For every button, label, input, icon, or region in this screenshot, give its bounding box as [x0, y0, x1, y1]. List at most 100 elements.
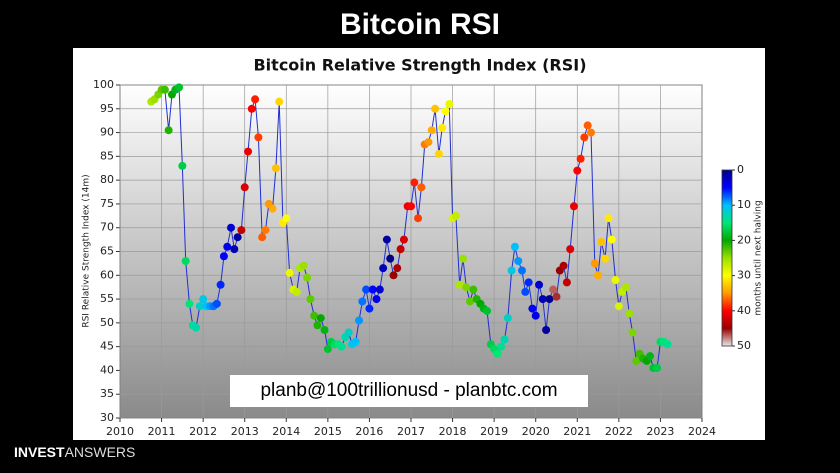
rsi-point	[181, 257, 190, 266]
rsi-point	[590, 259, 599, 268]
rsi-point	[552, 292, 561, 301]
rsi-point	[445, 100, 454, 109]
rsi-point	[320, 325, 329, 334]
rsi-point	[573, 166, 582, 175]
rsi-point	[462, 283, 471, 292]
rsi-point	[372, 295, 381, 304]
y-tick-label: 75	[100, 197, 114, 210]
rsi-point	[358, 297, 367, 306]
rsi-point	[303, 273, 312, 282]
rsi-point	[316, 314, 325, 323]
slide-title: Bitcoin RSI	[340, 8, 500, 41]
rsi-point	[414, 214, 423, 223]
y-tick-label: 90	[100, 126, 114, 139]
rsi-point	[580, 133, 589, 142]
rsi-point	[382, 235, 391, 244]
rsi-point	[223, 242, 232, 251]
rsi-point	[310, 311, 319, 320]
colorbar-label: months until next halving	[754, 200, 764, 315]
y-tick-label: 45	[100, 340, 114, 353]
y-tick-label: 100	[93, 78, 114, 91]
rsi-point	[199, 295, 208, 304]
rsi-point	[175, 83, 184, 92]
rsi-point	[410, 178, 419, 187]
rsi-point	[407, 202, 415, 211]
rsi-point	[434, 149, 443, 158]
rsi-point	[438, 123, 447, 132]
x-tick-label: 2024	[688, 425, 716, 438]
rsi-point	[545, 295, 554, 304]
x-tick-label: 2018	[439, 425, 467, 438]
rsi-point	[614, 302, 623, 311]
rsi-point	[261, 226, 270, 235]
rsi-point	[313, 321, 322, 330]
y-tick-label: 95	[100, 102, 114, 115]
rsi-point	[625, 309, 634, 318]
rsi-point	[424, 138, 433, 147]
rsi-point	[441, 107, 450, 116]
rsi-point	[517, 266, 526, 275]
annotation-box	[230, 375, 588, 407]
colorbar-tick-label: 30	[737, 269, 751, 282]
colorbar-tick-label: 40	[737, 304, 751, 317]
x-tick-label: 2014	[272, 425, 300, 438]
y-tick-label: 80	[100, 173, 114, 186]
rsi-point	[160, 85, 169, 94]
rsi-point	[653, 364, 662, 373]
rsi-point	[389, 271, 398, 280]
rsi-point	[611, 276, 620, 285]
rsi-point	[212, 299, 221, 308]
rsi-point	[507, 266, 516, 275]
rsi-point	[528, 304, 537, 313]
rsi-point	[292, 287, 301, 296]
logo-light: ANSWERS	[65, 444, 136, 460]
rsi-point	[514, 257, 523, 266]
rsi-point	[628, 328, 637, 337]
rsi-point	[431, 104, 440, 113]
rsi-point	[386, 254, 395, 263]
rsi-point	[500, 335, 509, 344]
rsi-point	[455, 280, 464, 289]
rsi-point	[216, 280, 225, 289]
rsi-point	[247, 104, 256, 113]
y-tick-label: 65	[100, 245, 114, 258]
logo-bold: INVEST	[14, 444, 65, 460]
rsi-point	[244, 147, 253, 156]
rsi-point	[497, 342, 506, 351]
y-tick-label: 40	[100, 363, 114, 376]
y-tick-label: 60	[100, 268, 114, 281]
rsi-point	[510, 242, 519, 251]
rsi-point	[451, 211, 460, 220]
rsi-point	[493, 349, 502, 358]
colorbar	[721, 169, 733, 347]
rsi-point	[351, 337, 360, 346]
rsi-point	[399, 235, 408, 244]
rsi-point	[226, 223, 235, 232]
rsi-point	[549, 285, 558, 294]
x-tick-label: 2023	[646, 425, 674, 438]
y-tick-label: 50	[100, 316, 114, 329]
rsi-point	[427, 126, 436, 135]
rsi-point	[469, 285, 478, 294]
rsi-point	[185, 299, 194, 308]
rsi-point	[396, 245, 405, 254]
colorbar-tick-label: 10	[737, 198, 751, 211]
x-tick-label: 2011	[148, 425, 176, 438]
rsi-point	[483, 306, 492, 315]
rsi-point	[299, 261, 308, 270]
rsi-point	[594, 271, 603, 280]
rsi-point	[393, 264, 402, 273]
rsi-point	[164, 126, 173, 135]
rsi-point	[379, 264, 388, 273]
y-tick-label: 30	[100, 411, 114, 424]
rsi-point	[192, 323, 201, 332]
rsi-point	[178, 161, 187, 170]
rsi-point	[271, 164, 280, 173]
rsi-point	[344, 328, 353, 337]
x-tick-label: 2010	[106, 425, 134, 438]
rsi-point	[663, 340, 672, 349]
colorbar-tick-label: 20	[737, 233, 751, 246]
rsi-point	[531, 311, 540, 320]
